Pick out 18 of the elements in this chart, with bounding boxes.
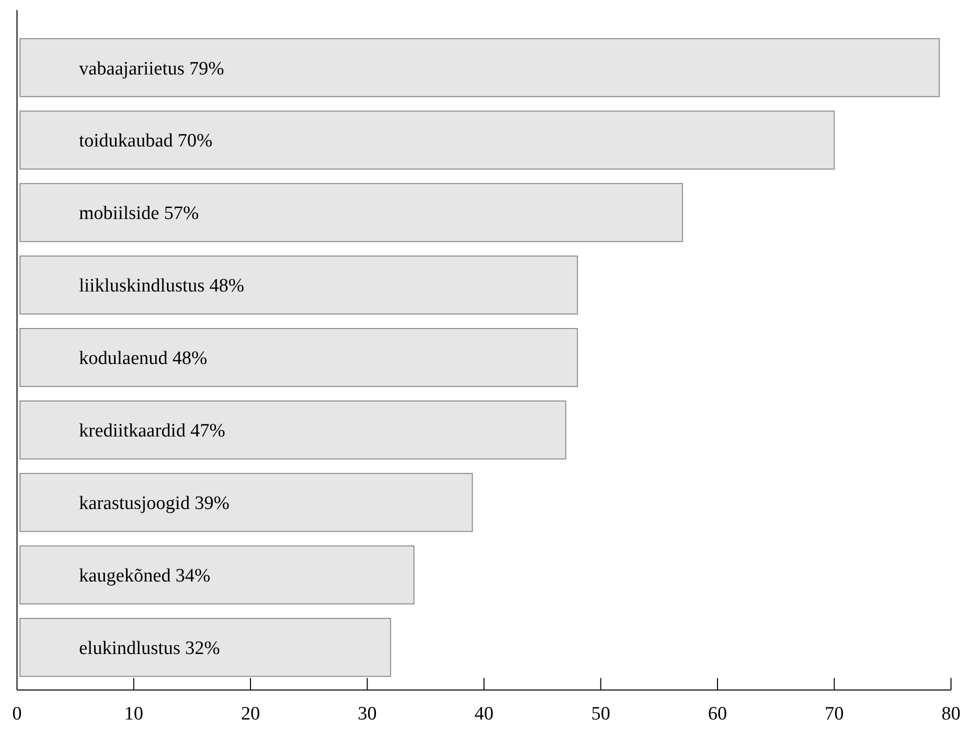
x-tick-label: 60 [708,703,727,724]
category-label: elukindlustus 32% [79,638,220,660]
x-tick-label: 50 [591,703,610,724]
x-tick-label: 0 [12,703,22,724]
x-tick-label: 20 [241,703,260,724]
category-label: kaugekõned 34% [79,566,210,587]
category-label: toidukaubad 70% [79,130,213,152]
category-label: vabaajariietus 79% [79,58,224,80]
x-tick-label: 10 [124,703,144,724]
x-tick-label: 30 [358,703,377,724]
category-label: kodulaenud 48% [79,348,208,370]
x-tick-label: 40 [474,703,494,724]
category-label: liikluskindlustus 48% [79,276,244,297]
category-label: mobiilside 57% [79,203,199,224]
category-label: krediitkaardid 47% [79,420,226,442]
x-tick-label: 80 [942,703,960,724]
x-tick-label: 70 [824,703,844,724]
category-label: karastusjoogid 39% [79,493,230,514]
